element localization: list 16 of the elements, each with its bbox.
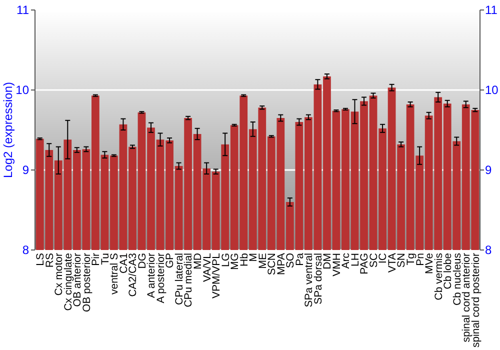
- y-tick-label: 11: [16, 3, 30, 18]
- x-tick-label: VA/VL: [201, 252, 214, 282]
- y-tick-label: 10: [16, 83, 30, 98]
- y2-tick-label: 9: [485, 163, 492, 178]
- y2-tick-label: 11: [485, 3, 498, 18]
- y-axis-title: Log2 (expression): [1, 82, 15, 178]
- x-tick-label: MVe: [424, 252, 436, 274]
- y-tick-label: 9: [22, 163, 30, 178]
- x-tick-label: LG: [220, 253, 232, 268]
- y2-tick-label: 10: [485, 83, 499, 98]
- x-tick-label: Hb: [238, 252, 250, 266]
- y-tick-label: 8: [22, 243, 30, 258]
- x-tick-label: Cx cingulate: [62, 252, 74, 311]
- y2-tick-label: 8: [485, 243, 492, 258]
- x-tick-label: VPM/VPL: [210, 252, 222, 299]
- x-tick-label: SPa dorsal: [312, 253, 324, 304]
